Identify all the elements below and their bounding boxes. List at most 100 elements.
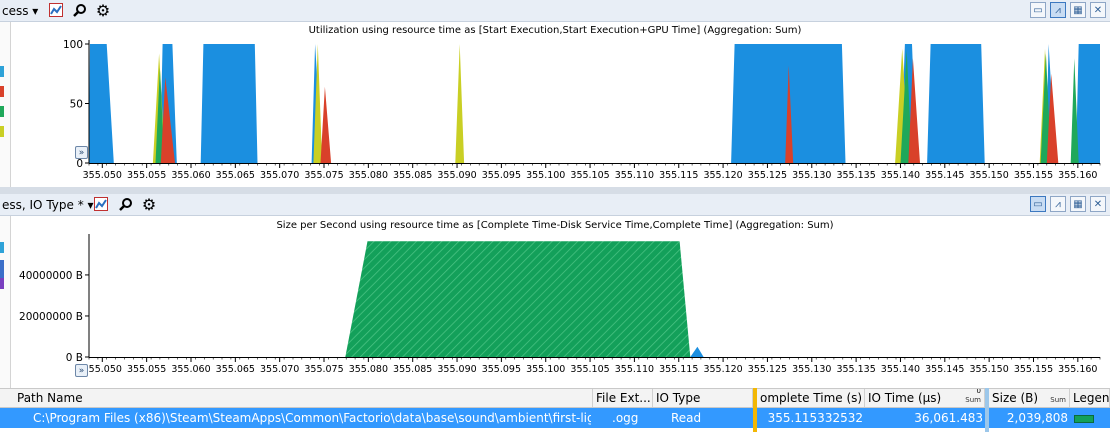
legend-swatch[interactable] [0, 106, 4, 117]
x-tick-label: 355.085 [393, 364, 432, 375]
x-tick-label: 355.090 [437, 170, 476, 181]
close-icon[interactable]: ✕ [1090, 196, 1106, 212]
column-divider-highlight[interactable] [753, 388, 757, 432]
close-icon[interactable]: ✕ [1090, 2, 1106, 18]
x-tick-label: 355.070 [260, 364, 299, 375]
y-tick-label: 50 [70, 99, 83, 111]
top-legend-strip [0, 22, 11, 187]
column-header-io-time[interactable]: IO Time (µs) 0 Sum [865, 389, 985, 407]
path-name-cell: C:\Program Files (x86)\Steam\SteamApps\C… [33, 411, 591, 425]
legend-swatch[interactable] [0, 242, 4, 253]
legend-swatch[interactable] [0, 278, 4, 289]
y-tick-label: 0 [76, 158, 83, 170]
x-tick-label: 355.095 [482, 364, 521, 375]
x-tick-label: 355.080 [349, 364, 388, 375]
x-tick-label: 355.155 [1014, 364, 1053, 375]
x-tick-label: 355.065 [216, 170, 255, 181]
legend-swatch[interactable] [0, 126, 4, 137]
size-cell: 2,039,808 [1006, 411, 1068, 425]
x-tick-label: 355.065 [216, 364, 255, 375]
y-tick-label: 20000000 B [19, 311, 83, 323]
top-chart-title: Utilization using resource time as [Star… [308, 25, 802, 36]
x-tick-label: 355.150 [969, 364, 1008, 375]
bottom-legend-strip [0, 216, 11, 388]
legend-swatch[interactable] [0, 66, 4, 77]
bottom-chart-title: Size per Second using resource time as [… [276, 220, 834, 231]
x-tick-label: 355.100 [526, 364, 565, 375]
size-per-second-chart[interactable]: 0 B 20000000 B 40000000 B 355.050 355.055 355… [0, 216, 1110, 388]
file-extension-cell: .ogg [612, 411, 639, 425]
column-header-legend[interactable]: Legend [1070, 389, 1110, 407]
x-tick-label: 355.055 [127, 364, 166, 375]
gear-icon[interactable]: ⚙ [95, 1, 111, 20]
table-view-icon[interactable]: ▦ [1070, 2, 1086, 18]
x-tick-label: 355.130 [792, 170, 831, 181]
x-tick-label: 355.085 [393, 170, 432, 181]
x-tick-label: 355.090 [437, 364, 476, 375]
chart-icon[interactable] [48, 3, 64, 19]
x-tick-label: 355.145 [925, 364, 964, 375]
legend-swatch[interactable] [0, 86, 4, 97]
legend-swatch[interactable] [0, 260, 4, 284]
utilization-chart[interactable]: 0 50 100 355.050 355.055 355.060 355.065 355.07… [0, 22, 1110, 187]
x-tick-label: 355.130 [792, 364, 831, 375]
series-area-0 [345, 241, 691, 357]
graph-view-icon[interactable]: ▭ [1030, 2, 1046, 18]
aggregation-label: Sum [1050, 396, 1066, 404]
top-toolbar: cess ▾ ⚙ ▭ ⩘ ▦ ✕ [0, 0, 1110, 22]
x-tick-label: 355.150 [969, 170, 1008, 181]
column-header-file-extension[interactable]: File Ext... [593, 389, 653, 407]
x-tick-label: 355.145 [925, 170, 964, 181]
top-series-combo[interactable]: cess ▾ [2, 4, 39, 18]
series-area-3 [160, 58, 1059, 163]
bottom-view-buttons: ▭ ⩘ ▦ ✕ [1030, 196, 1106, 212]
x-tick-label: 355.120 [703, 364, 742, 375]
x-tick-label: 355.075 [304, 170, 343, 181]
column-header-complete-time[interactable]: omplete Time (s) [757, 389, 865, 407]
x-tick-label: 355.135 [836, 170, 875, 181]
io-time-cell: 36,061.483 [914, 411, 983, 425]
x-tick-label: 355.115 [659, 364, 698, 375]
y-tick-label: 0 B [66, 352, 83, 364]
scroll-right-button[interactable]: » [75, 364, 88, 377]
x-tick-label: 355.060 [171, 364, 210, 375]
x-tick-label: 355.125 [748, 170, 787, 181]
column-header-size[interactable]: Size (B) Sum [989, 389, 1070, 407]
bottom-series-combo[interactable]: ess, IO Type * ▾ [2, 198, 94, 212]
x-tick-label: 355.060 [171, 170, 210, 181]
series-area-0 [89, 44, 1100, 163]
x-tick-label: 355.105 [570, 364, 609, 375]
series-area-1 [690, 346, 704, 357]
y-tick-label: 100 [63, 39, 83, 51]
x-tick-label: 355.140 [881, 364, 920, 375]
x-tick-label: 355.155 [1014, 170, 1053, 181]
graph-view-icon[interactable]: ▭ [1030, 196, 1046, 212]
y-tick-label: 40000000 B [19, 270, 83, 282]
complete-time-cell: 355.115332532 [767, 411, 863, 425]
chart-icon[interactable] [93, 197, 109, 213]
io-type-cell: Read [671, 411, 702, 425]
x-tick-label: 355.095 [482, 170, 521, 181]
x-tick-label: 355.070 [260, 170, 299, 181]
column-header-path-name[interactable]: Path Name [0, 389, 593, 407]
magnifier-icon[interactable] [72, 3, 88, 19]
x-tick-label: 355.160 [1058, 170, 1097, 181]
table-row[interactable]: C:\Program Files (x86)\Steam\SteamApps\C… [0, 408, 1110, 428]
graph-and-table-icon[interactable]: ⩘ [1050, 196, 1066, 212]
table-view-icon[interactable]: ▦ [1070, 196, 1086, 212]
aggregation-label: Sum [965, 396, 981, 404]
magnifier-icon[interactable] [118, 197, 134, 213]
panel-splitter[interactable] [0, 187, 1110, 194]
sort-indicator: 0 [976, 389, 981, 395]
graph-and-table-icon[interactable]: ⩘ [1050, 2, 1066, 18]
x-tick-label: 355.160 [1058, 364, 1097, 375]
scroll-right-button[interactable]: » [75, 146, 88, 159]
x-tick-label: 355.120 [703, 170, 742, 181]
x-tick-label: 355.135 [836, 364, 875, 375]
column-divider-highlight[interactable] [985, 388, 989, 432]
gear-icon[interactable]: ⚙ [141, 195, 157, 214]
x-tick-label: 355.110 [615, 170, 654, 181]
x-tick-label: 355.075 [304, 364, 343, 375]
column-header-io-type[interactable]: IO Type [653, 389, 753, 407]
table-header: Path Name File Ext... IO Type omplete Ti… [0, 388, 1110, 408]
